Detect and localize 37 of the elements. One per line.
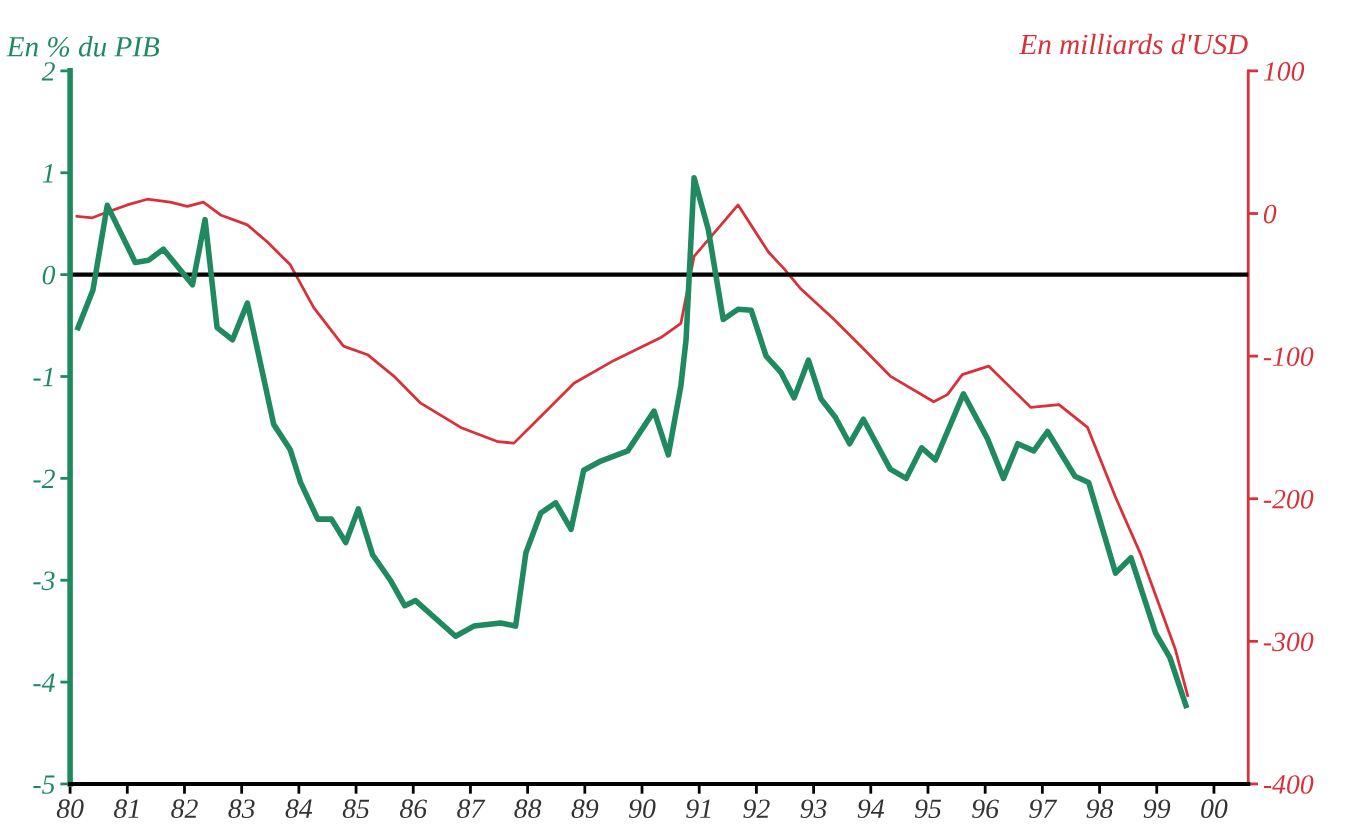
y-tick-label: -5 — [33, 775, 55, 794]
x-tick-label: 89 — [571, 799, 599, 819]
x-tick-label: 85 — [342, 799, 370, 819]
x-tick-label: 94 — [857, 799, 885, 819]
x-tick-label: 90 — [628, 799, 656, 819]
x-tick-label: 80 — [56, 799, 84, 819]
x-tick-label: 84 — [285, 799, 313, 819]
y-tick-label: -3 — [33, 571, 55, 591]
y-axis-title: En % du PIB — [6, 36, 160, 57]
y2-tick-label: -100 — [1263, 347, 1314, 367]
x-tick-label: 00 — [1201, 799, 1228, 819]
y2-tick-label: 100 — [1263, 62, 1305, 81]
x-tick-label: 83 — [228, 799, 255, 819]
x-tick-label: 91 — [686, 799, 711, 819]
y-tick-label: -4 — [33, 673, 55, 692]
x-tick-label: 99 — [1143, 799, 1171, 819]
x-tick-label: 96 — [972, 799, 999, 819]
y-tick-label: -1 — [33, 367, 53, 387]
y2-tick-label: -200 — [1263, 489, 1314, 509]
y2-tick-label: -300 — [1263, 632, 1314, 652]
x-tick-label: 87 — [457, 799, 486, 819]
x-tick-label: 98 — [1086, 799, 1114, 819]
x-tick-label: 93 — [800, 799, 827, 819]
x-tick-label: 82 — [171, 799, 198, 819]
x-tick-label: 86 — [399, 799, 427, 819]
x-tick-label: 81 — [113, 799, 139, 819]
x-tick-label: 97 — [1029, 799, 1058, 819]
x-tick-label: 95 — [914, 799, 942, 819]
y2-tick-label: -400 — [1263, 775, 1314, 794]
y-tick-label: 0 — [42, 265, 56, 285]
y-tick-label: -2 — [33, 469, 55, 488]
y2-axis-title: En milliards d'USD — [1019, 33, 1248, 55]
y2-tick-label: 0 — [1263, 204, 1277, 224]
y-tick-label: 2 — [41, 62, 55, 81]
x-tick-label: 92 — [743, 799, 770, 819]
x-tick-label: 88 — [514, 799, 542, 819]
y-tick-label: 1 — [42, 164, 53, 183]
